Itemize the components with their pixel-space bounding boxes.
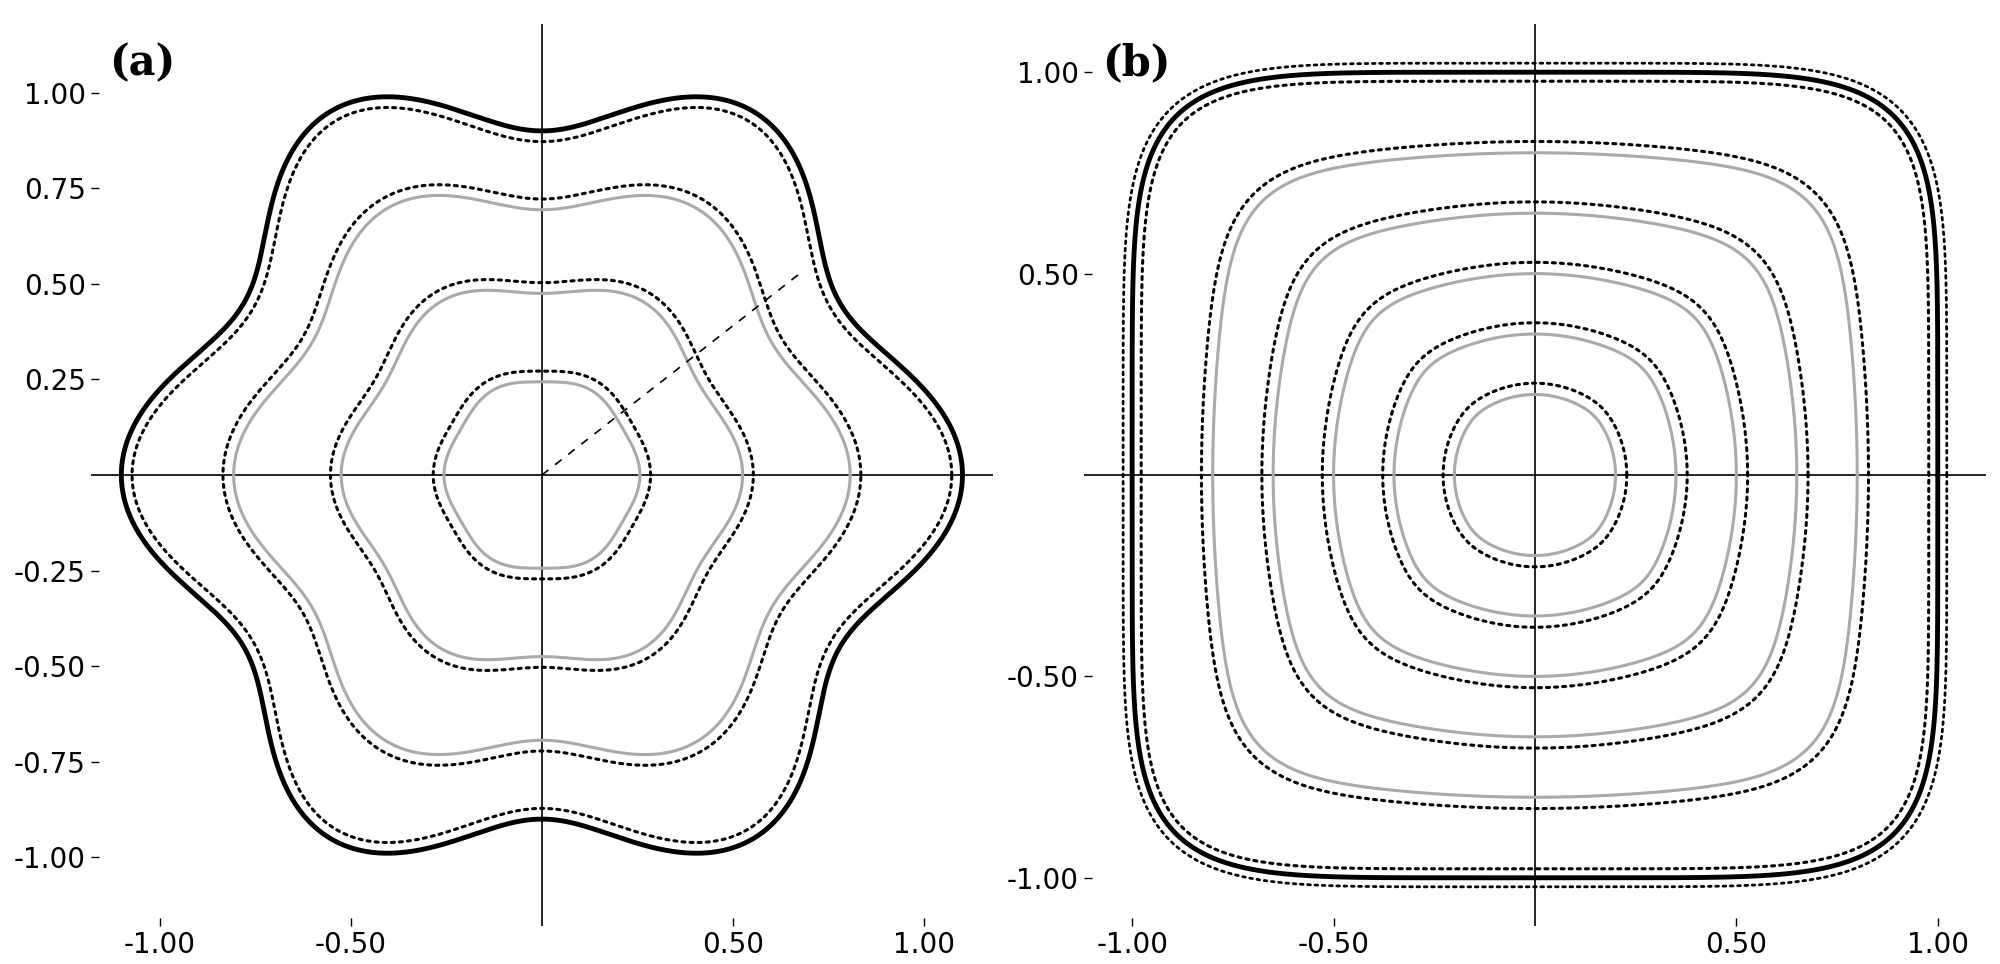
- Text: (a): (a): [108, 41, 176, 84]
- Text: (b): (b): [1102, 41, 1170, 84]
